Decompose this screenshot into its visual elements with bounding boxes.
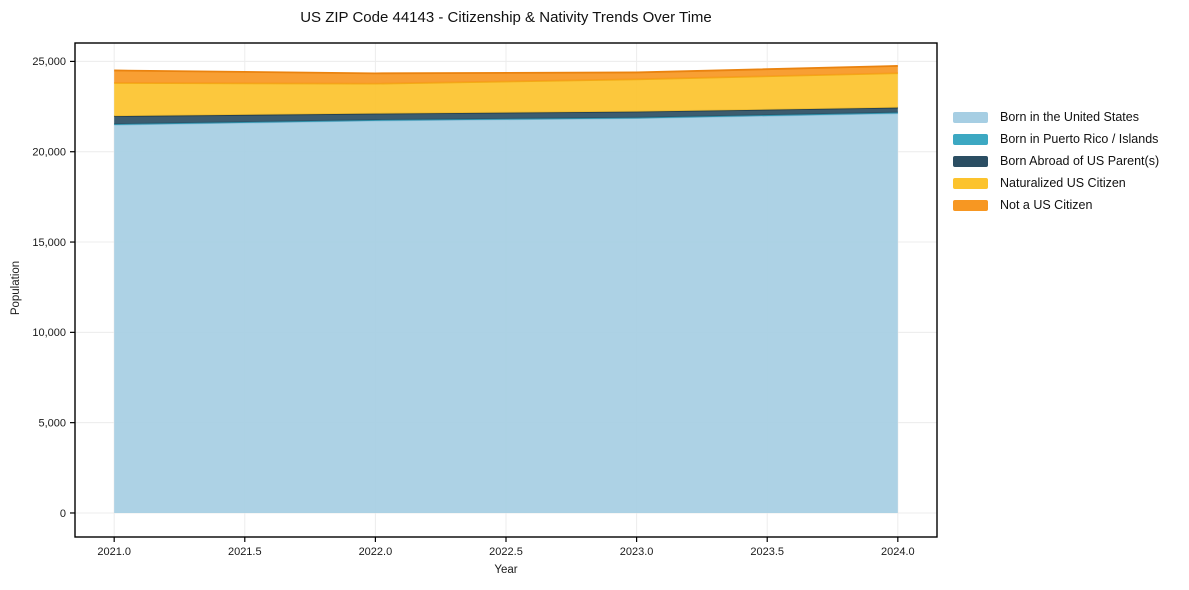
x-axis-label: Year	[494, 564, 518, 576]
svg-text:2022.0: 2022.0	[359, 546, 393, 558]
legend-swatch-not-citizen	[953, 199, 988, 211]
legend-item-naturalized: Naturalized US Citizen	[953, 172, 1159, 194]
legend-item-born-puerto-rico: Born in Puerto Rico / Islands	[953, 128, 1159, 150]
legend-label: Born Abroad of US Parent(s)	[1000, 154, 1160, 168]
legend-item-born-abroad: Born Abroad of US Parent(s)	[953, 150, 1159, 172]
legend-swatch-naturalized	[953, 177, 988, 189]
svg-text:0: 0	[60, 508, 66, 520]
legend: Born in the United States Born in Puerto…	[953, 106, 1159, 216]
svg-text:5,000: 5,000	[38, 417, 66, 429]
svg-text:2023.5: 2023.5	[750, 546, 784, 558]
y-axis-label: Population	[10, 260, 22, 316]
svg-text:2023.0: 2023.0	[620, 546, 654, 558]
chart-title: US ZIP Code 44143 - Citizenship & Nativi…	[300, 9, 712, 26]
svg-text:20,000: 20,000	[32, 147, 66, 159]
legend-swatch-born-in-us	[953, 111, 988, 123]
legend-label: Not a US Citizen	[1000, 198, 1093, 212]
legend-item-not-citizen: Not a US Citizen	[953, 194, 1159, 216]
svg-text:15,000: 15,000	[32, 237, 66, 249]
legend-swatch-born-abroad	[953, 155, 988, 167]
legend-label: Naturalized US Citizen	[1000, 176, 1126, 190]
svg-text:2021.5: 2021.5	[228, 546, 262, 558]
svg-text:10,000: 10,000	[32, 327, 66, 339]
svg-text:25,000: 25,000	[32, 56, 66, 68]
svg-text:2021.0: 2021.0	[97, 546, 131, 558]
legend-swatch-born-puerto-rico	[953, 133, 988, 145]
legend-label: Born in Puerto Rico / Islands	[1000, 132, 1159, 146]
svg-text:2022.5: 2022.5	[489, 546, 523, 558]
legend-label: Born in the United States	[1000, 110, 1139, 124]
svg-text:2024.0: 2024.0	[881, 546, 915, 558]
legend-item-born-in-us: Born in the United States	[953, 106, 1159, 128]
